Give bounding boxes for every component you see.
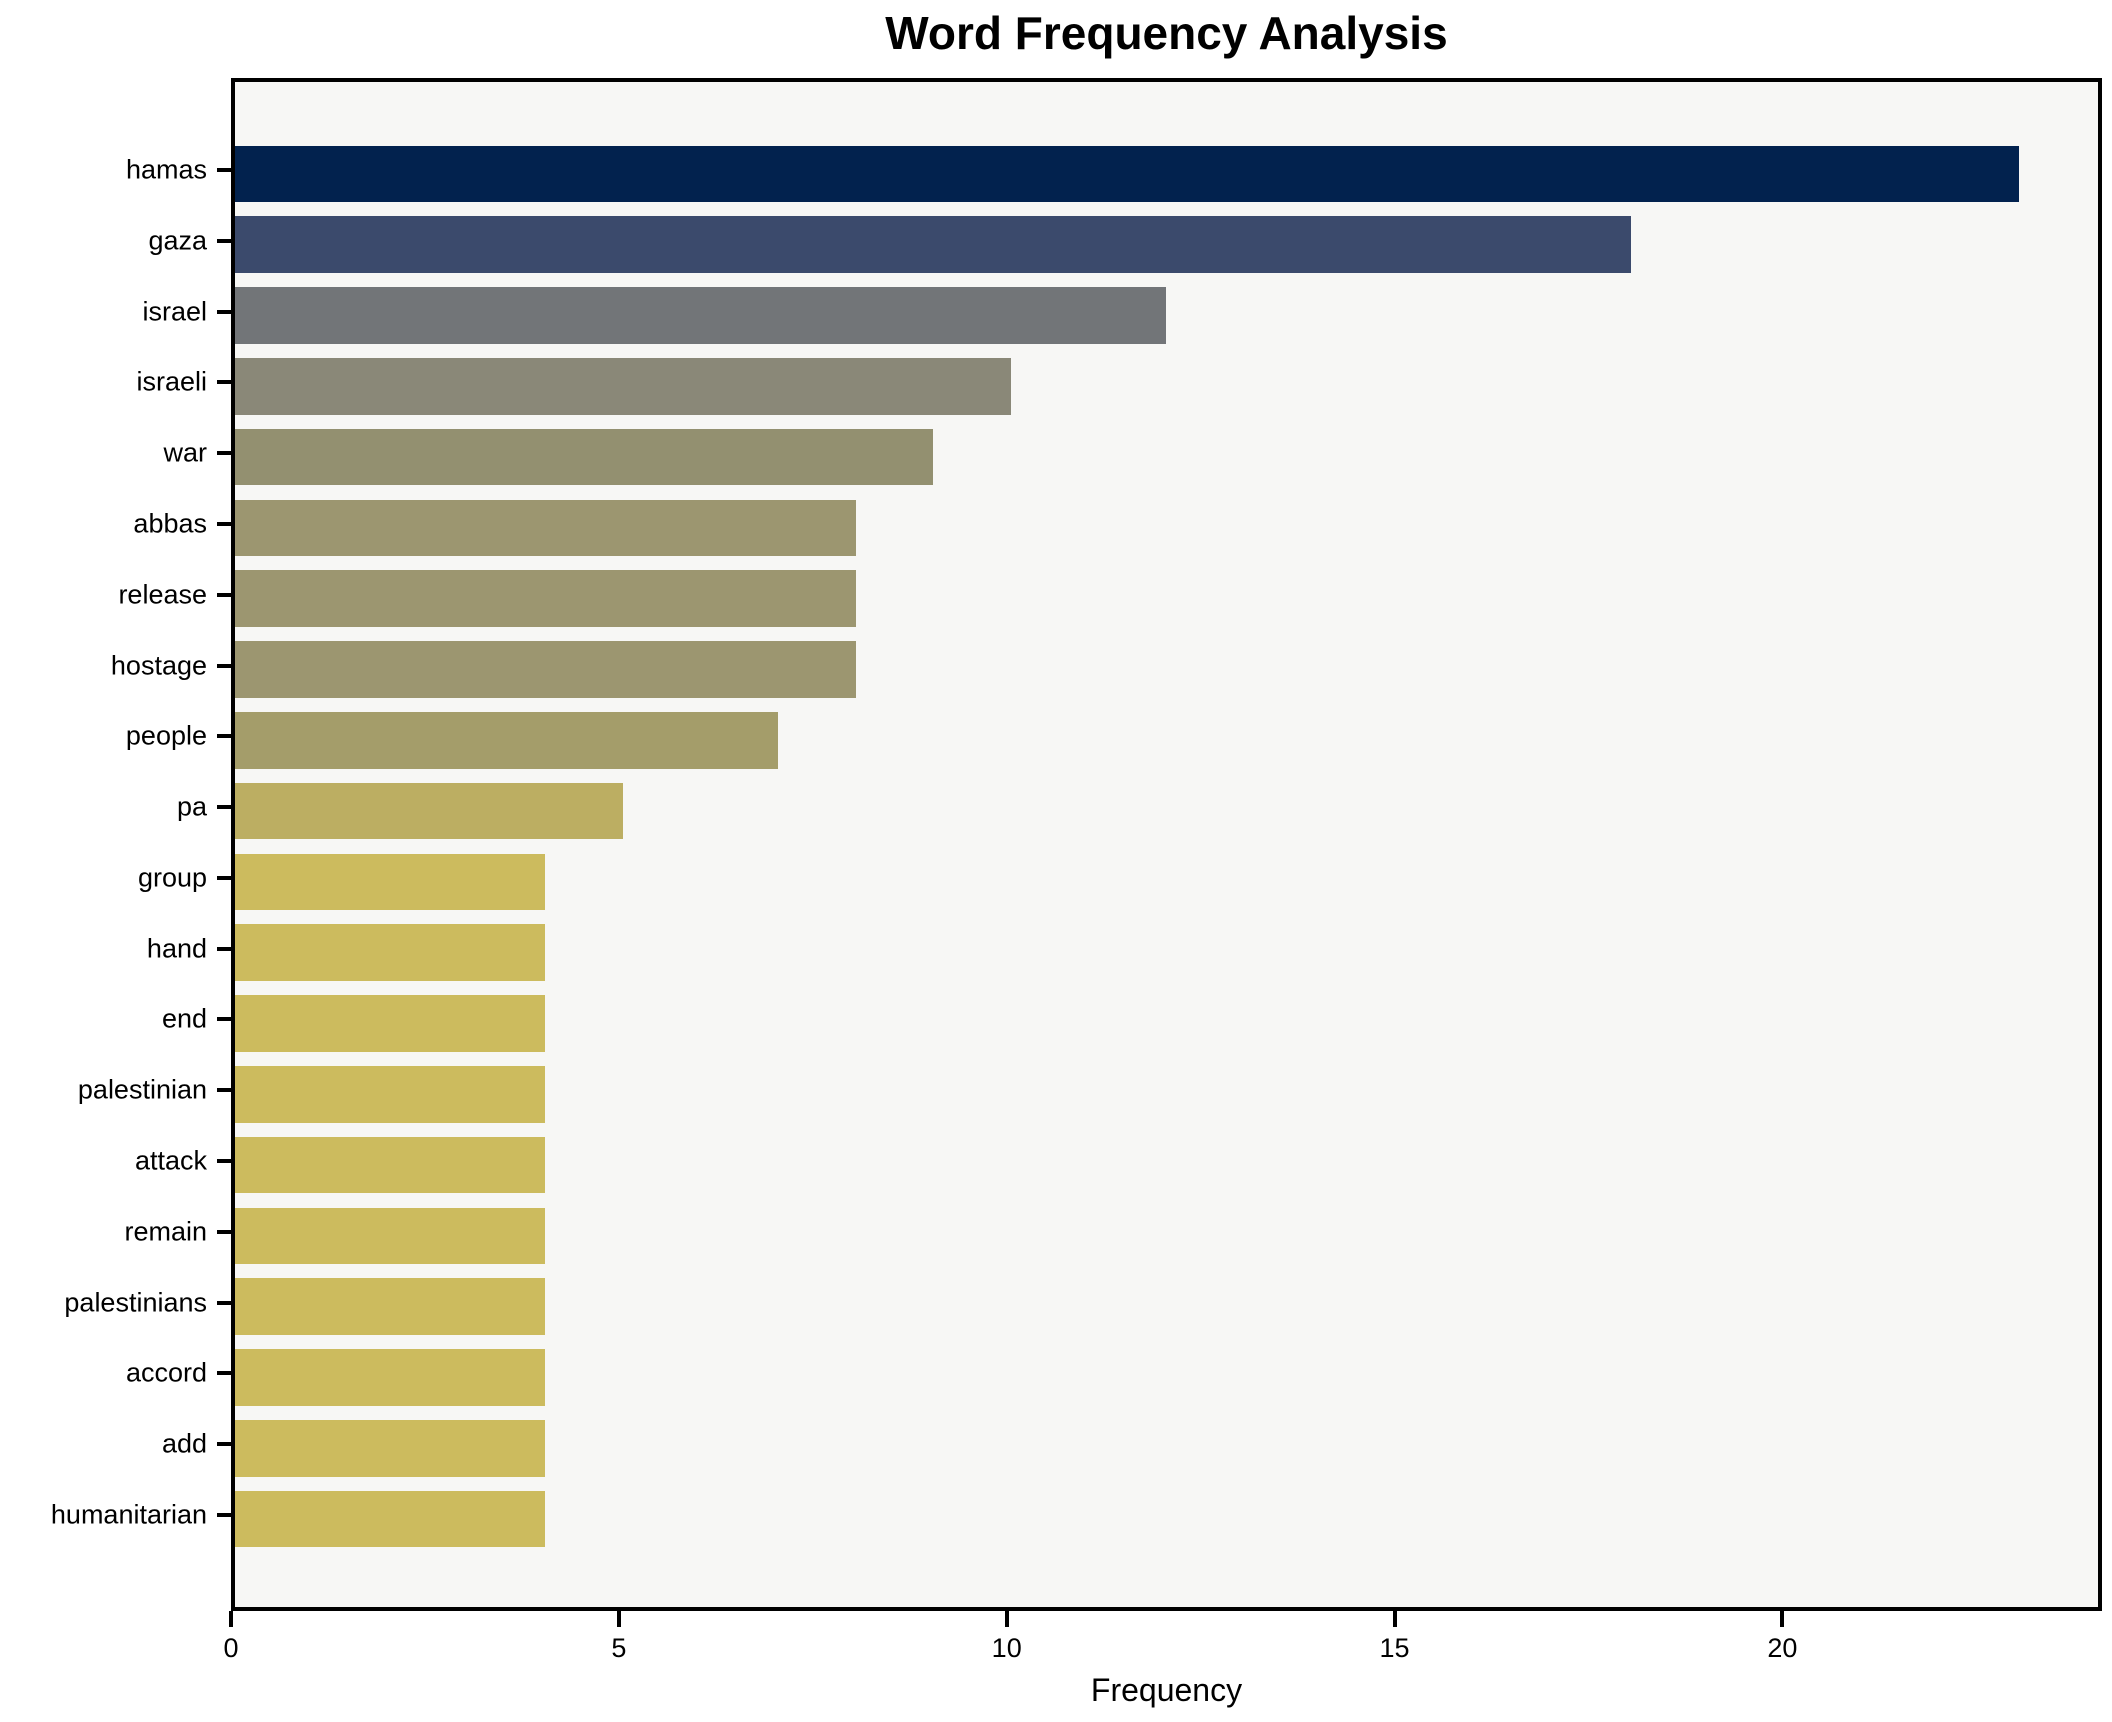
bar-israeli xyxy=(235,358,1011,415)
y-tick-label-release: release xyxy=(118,579,207,610)
bar-people xyxy=(235,712,778,769)
y-tick-mark xyxy=(217,168,231,172)
y-tick-mark xyxy=(217,734,231,739)
x-tick-mark xyxy=(616,1611,621,1627)
bar-palestinian xyxy=(235,1065,546,1123)
y-tick-mark xyxy=(217,1513,231,1517)
y-tick-mark xyxy=(217,1159,231,1164)
bar-pa xyxy=(235,782,623,840)
chart-title: Word Frequency Analysis xyxy=(885,7,1448,59)
y-tick-mark xyxy=(217,380,231,385)
bar-hamas xyxy=(235,145,2020,203)
bar-accord xyxy=(235,1349,546,1406)
bar-israel xyxy=(235,287,1166,344)
y-tick-mark xyxy=(217,309,231,314)
y-tick-mark xyxy=(217,238,231,243)
y-tick-label-abbas: abbas xyxy=(133,508,207,539)
bar-abbas xyxy=(235,499,856,557)
x-tick-mark xyxy=(1004,1611,1009,1627)
plot-area xyxy=(231,78,2102,1611)
y-tick-label-end: end xyxy=(161,1003,207,1034)
bar-release xyxy=(235,570,856,628)
bar-remain xyxy=(235,1207,546,1265)
x-tick-label-5: 5 xyxy=(611,1633,627,1663)
y-tick-label-war: war xyxy=(163,437,207,468)
bar-attack xyxy=(235,1136,546,1194)
x-tick-label-20: 20 xyxy=(1767,1633,1798,1663)
y-tick-label-palestinian: palestinian xyxy=(77,1074,207,1105)
y-tick-mark xyxy=(217,451,231,456)
bar-humanitarian xyxy=(235,1490,546,1548)
x-tick-mark xyxy=(1392,1611,1397,1627)
bar-add xyxy=(235,1419,546,1477)
y-tick-label-israeli: israeli xyxy=(136,366,207,397)
y-tick-label-humanitarian: humanitarian xyxy=(50,1499,207,1530)
bar-hostage xyxy=(235,641,856,698)
y-tick-mark xyxy=(217,1442,231,1447)
y-tick-label-people: people xyxy=(125,720,207,751)
x-tick-mark xyxy=(1780,1611,1785,1627)
y-tick-mark xyxy=(217,1229,231,1234)
y-tick-mark xyxy=(217,1017,231,1022)
bar-hand xyxy=(235,924,546,981)
x-axis-label: Frequency xyxy=(1090,1672,1243,1708)
bar-palestinians xyxy=(235,1278,546,1335)
y-tick-label-israel: israel xyxy=(142,296,207,327)
y-tick-mark xyxy=(217,1300,231,1305)
y-tick-label-add: add xyxy=(161,1428,207,1459)
y-tick-mark xyxy=(217,592,231,597)
y-tick-label-accord: accord xyxy=(125,1357,207,1388)
bar-group xyxy=(235,853,546,911)
y-tick-mark xyxy=(217,805,231,810)
y-tick-mark xyxy=(217,1088,231,1093)
y-tick-label-hamas: hamas xyxy=(125,154,207,185)
bar-end xyxy=(235,995,546,1052)
x-tick-label-10: 10 xyxy=(991,1633,1022,1663)
y-tick-label-pa: pa xyxy=(176,791,207,822)
y-tick-mark xyxy=(217,1371,231,1376)
y-tick-mark xyxy=(217,521,231,526)
y-tick-label-palestinians: palestinians xyxy=(64,1287,207,1318)
y-tick-label-hand: hand xyxy=(146,933,207,964)
y-tick-mark xyxy=(217,946,231,951)
y-tick-mark xyxy=(217,663,231,668)
x-tick-label-15: 15 xyxy=(1379,1633,1410,1663)
y-tick-label-remain: remain xyxy=(124,1216,207,1247)
bar-war xyxy=(235,428,934,486)
x-tick-label-0: 0 xyxy=(223,1633,239,1663)
bar-gaza xyxy=(235,216,1632,274)
y-tick-label-group: group xyxy=(137,862,207,893)
y-tick-label-gaza: gaza xyxy=(148,225,207,256)
x-tick-mark xyxy=(229,1611,233,1627)
y-tick-mark xyxy=(217,875,231,880)
y-tick-label-hostage: hostage xyxy=(110,650,207,681)
y-tick-label-attack: attack xyxy=(134,1145,207,1176)
